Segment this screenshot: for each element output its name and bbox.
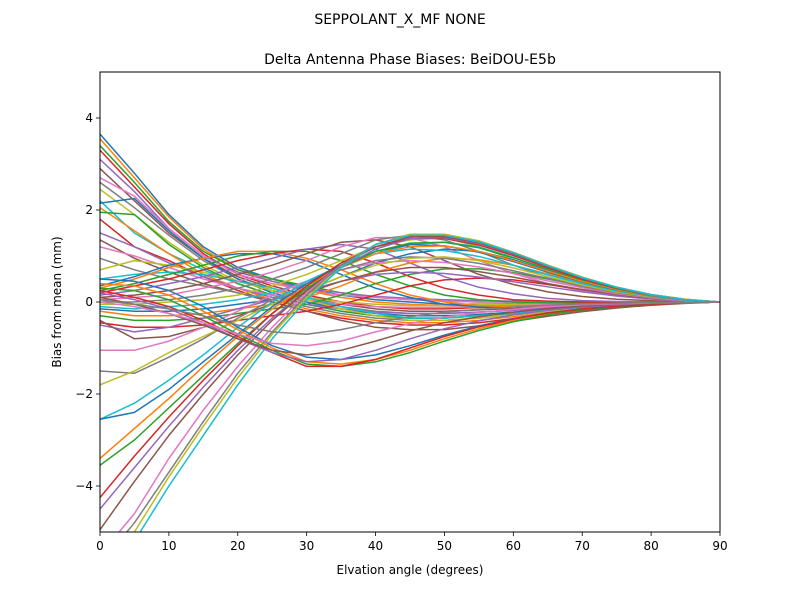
series-line-50 — [139, 234, 720, 532]
x-axis-label: Elvation angle (degrees) — [337, 563, 484, 577]
series-line-58 — [100, 298, 720, 335]
x-tick-label: 10 — [161, 539, 176, 553]
x-tick-label: 30 — [299, 539, 314, 553]
x-tick-label: 40 — [368, 539, 383, 553]
chart-title: Delta Antenna Phase Biases: BeiDOU-E5b — [264, 52, 556, 68]
x-tick-label: 50 — [437, 539, 452, 553]
y-tick-label: −4 — [75, 479, 93, 493]
series-line-42 — [100, 245, 720, 459]
x-tick-label: 60 — [506, 539, 521, 553]
y-tick-label: −2 — [75, 387, 93, 401]
y-tick-label: 0 — [85, 295, 93, 309]
figure-suptitle: SEPPOLANT_X_MF NONE — [314, 12, 485, 28]
series-line-40 — [100, 248, 720, 420]
x-tick-label: 90 — [712, 539, 727, 553]
x-tick-label: 80 — [643, 539, 658, 553]
series-line-39 — [100, 256, 720, 386]
series-line-54 — [100, 289, 720, 368]
x-tick-label: 0 — [96, 539, 104, 553]
y-axis: −4 −2 0 2 4 — [75, 111, 100, 493]
series-line-37 — [100, 259, 720, 352]
x-axis: 0 10 20 30 40 50 60 70 80 90 — [96, 532, 728, 553]
series-layer — [100, 133, 720, 532]
y-tick-label: 2 — [85, 203, 93, 217]
series-line-35 — [100, 271, 720, 333]
y-tick-label: 4 — [85, 111, 93, 125]
series-line-38 — [100, 256, 720, 375]
y-axis-label: Bias from mean (mm) — [50, 236, 64, 367]
x-tick-label: 20 — [230, 539, 245, 553]
x-tick-label: 70 — [575, 539, 590, 553]
